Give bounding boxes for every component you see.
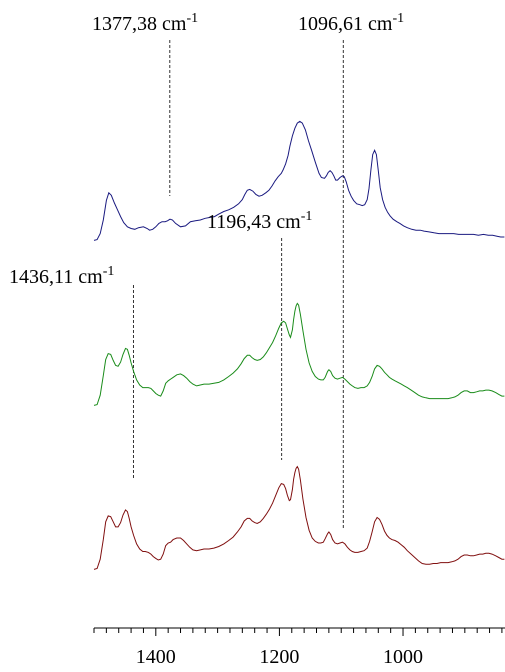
series-lines <box>93 120 505 570</box>
marker-labels: 1377,38 cm-1 1096,61 cm-1 1196,43 cm-1 1436… <box>9 11 404 288</box>
marker-label-4: 1436,11 cm-1 <box>9 264 114 288</box>
x-tick-label-1400: 1400 <box>136 646 176 668</box>
spectrum-line-3 <box>93 465 505 570</box>
x-axis: 1400 1200 1000 <box>93 627 505 668</box>
marker-label-3: 1196,43 cm-1 <box>207 209 312 233</box>
marker-lines <box>132 40 344 528</box>
x-tick-label-1200: 1200 <box>259 646 299 668</box>
marker-label-1: 1377,38 cm-1 <box>92 11 198 35</box>
x-tick-label-1000: 1000 <box>383 646 423 668</box>
marker-label-2: 1096,61 cm-1 <box>298 11 404 35</box>
spectrum-line-2 <box>93 302 505 406</box>
spectrum-line-1 <box>93 120 505 241</box>
